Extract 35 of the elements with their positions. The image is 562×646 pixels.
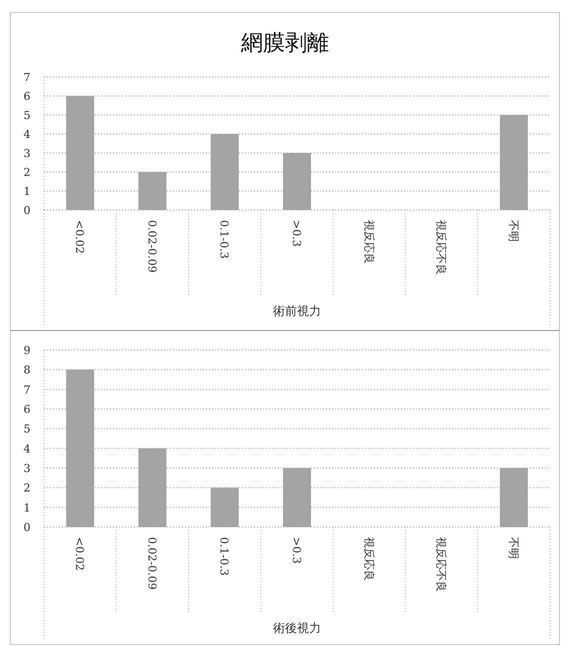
x-tick-label: 0.1-0.3 bbox=[218, 537, 231, 576]
x-tick-label: 0.02-0.09 bbox=[145, 220, 158, 273]
y-tick-label: 1 bbox=[24, 501, 30, 514]
y-tick-label: 5 bbox=[24, 422, 30, 436]
x-axis-title: 術前視力 bbox=[273, 304, 321, 318]
y-tick-label: 0 bbox=[24, 521, 30, 534]
chart-title: 網膜剥離 bbox=[240, 31, 329, 56]
x-tick-label: 視反応良 bbox=[362, 220, 376, 264]
y-tick-label: 8 bbox=[24, 364, 30, 377]
x-tick-label: 不明 bbox=[506, 537, 520, 559]
y-tick-label: 4 bbox=[24, 128, 30, 141]
y-tick-label: 0 bbox=[24, 204, 30, 217]
y-tick-label: 1 bbox=[24, 185, 30, 198]
y-tick-label: 2 bbox=[24, 166, 30, 179]
y-tick-label: 5 bbox=[24, 109, 30, 122]
y-tick-label: 3 bbox=[24, 147, 30, 160]
y-tick-label: 4 bbox=[24, 442, 30, 456]
y-tick-label: 2 bbox=[24, 482, 30, 495]
x-tick-label: 不明 bbox=[506, 220, 520, 242]
y-tick-label: 3 bbox=[24, 462, 30, 475]
x-tick-label: >0.3 bbox=[290, 537, 303, 564]
y-tick-label: 6 bbox=[24, 403, 30, 416]
x-tick-label: <0.02 bbox=[73, 537, 86, 571]
x-tick-label: 視反応不良 bbox=[434, 537, 448, 592]
x-axis-title: 術後視力 bbox=[273, 621, 321, 635]
y-tick-label: 6 bbox=[24, 90, 30, 103]
x-tick-label: >0.3 bbox=[290, 220, 303, 247]
y-tick-label: 7 bbox=[24, 71, 30, 84]
y-tick-label: 9 bbox=[24, 344, 30, 357]
x-tick-label: 視反応不良 bbox=[434, 220, 448, 275]
x-tick-label: 0.02-0.09 bbox=[145, 537, 158, 590]
y-tick-label: 7 bbox=[24, 383, 30, 396]
x-tick-label: 視反応良 bbox=[362, 537, 376, 581]
x-tick-label: <0.02 bbox=[73, 220, 86, 254]
x-tick-label: 0.1-0.3 bbox=[218, 220, 231, 259]
